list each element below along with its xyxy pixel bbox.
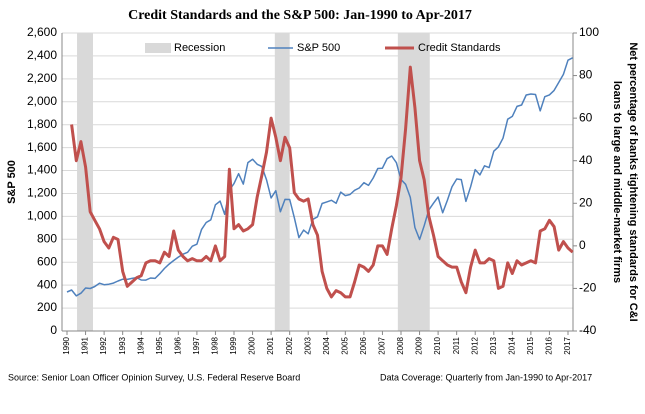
- y2-tick-label: 0: [579, 238, 586, 252]
- series-line: [70, 65, 574, 299]
- y-tick-label: 2,200: [27, 71, 57, 85]
- legend-label: Recession: [174, 42, 225, 54]
- x-tick-label: 1997: [192, 336, 201, 354]
- y-tick-label: 2,000: [27, 94, 57, 108]
- x-tick-label: 1993: [118, 336, 127, 354]
- y-tick-label: 2,600: [27, 25, 57, 39]
- series-line: [66, 57, 573, 297]
- y-tick-label: 1,400: [27, 163, 57, 177]
- x-tick-label: 1995: [155, 336, 164, 354]
- chart-title: Credit Standards and the S&P 500: Jan-19…: [128, 8, 472, 23]
- y-axis-title: S&P 500: [6, 160, 18, 204]
- x-tick-label: 2011: [452, 336, 461, 354]
- y2-tick-label: -40: [579, 323, 597, 337]
- legend-label: S&P 500: [297, 42, 340, 54]
- x-tick-label: 2007: [378, 336, 387, 354]
- y2-axis-title: Net percentage of banks tightening stand…: [627, 42, 639, 321]
- x-tick-label: 2016: [545, 336, 554, 354]
- recession-band: [77, 33, 93, 331]
- y-tick-label: 1,200: [27, 186, 57, 200]
- x-tick-label: 1996: [173, 336, 182, 354]
- x-tick-label: 1991: [81, 336, 90, 354]
- legend-label: Credit Standards: [418, 42, 501, 54]
- x-tick-label: 1990: [62, 336, 71, 354]
- y2-tick-label: 80: [579, 68, 593, 82]
- y2-tick-label: 60: [579, 110, 593, 124]
- y-tick-label: 0: [50, 323, 57, 337]
- x-tick-label: 2009: [415, 336, 424, 354]
- y2-tick-label: 100: [579, 25, 599, 39]
- x-tick-label: 2000: [248, 336, 257, 354]
- x-tick-label: 2013: [489, 336, 498, 354]
- x-tick-label: 2014: [507, 336, 516, 354]
- x-tick-label: 1992: [99, 336, 108, 354]
- y-tick-label: 400: [37, 277, 57, 291]
- y2-tick-label: -20: [579, 281, 597, 295]
- legend-swatch: [145, 43, 171, 53]
- y-tick-label: 2,400: [27, 48, 57, 62]
- coverage-note: Data Coverage: Quarterly from Jan-1990 t…: [380, 372, 592, 382]
- x-tick-label: 2008: [396, 336, 405, 354]
- x-tick-label: 2015: [526, 336, 535, 354]
- y-tick-label: 1,600: [27, 140, 57, 154]
- y-tick-label: 600: [37, 254, 57, 268]
- y-tick-label: 800: [37, 231, 57, 245]
- y2-tick-label: 20: [579, 195, 593, 209]
- y2-tick-label: 40: [579, 153, 593, 167]
- y2-axis-title: loans to large and middle-market firms: [611, 81, 623, 283]
- y-tick-label: 1,800: [27, 117, 57, 131]
- x-tick-label: 2012: [470, 336, 479, 354]
- x-tick-label: 2005: [340, 336, 349, 354]
- x-tick-label: 2017: [563, 336, 572, 354]
- source-note: Source: Senior Loan Officer Opinion Surv…: [8, 372, 300, 382]
- x-tick-label: 2006: [359, 336, 368, 354]
- x-tick-label: 1998: [211, 336, 220, 354]
- x-tick-label: 2004: [322, 336, 331, 354]
- x-tick-label: 2010: [433, 336, 442, 354]
- recession-band: [274, 33, 290, 331]
- x-tick-label: 2002: [285, 336, 294, 354]
- x-tick-label: 2003: [303, 336, 312, 354]
- x-tick-label: 1994: [136, 336, 145, 354]
- x-tick-label: 2001: [266, 336, 275, 354]
- y-tick-label: 1,000: [27, 209, 57, 223]
- y-tick-label: 200: [37, 300, 57, 314]
- x-tick-label: 1999: [229, 336, 238, 354]
